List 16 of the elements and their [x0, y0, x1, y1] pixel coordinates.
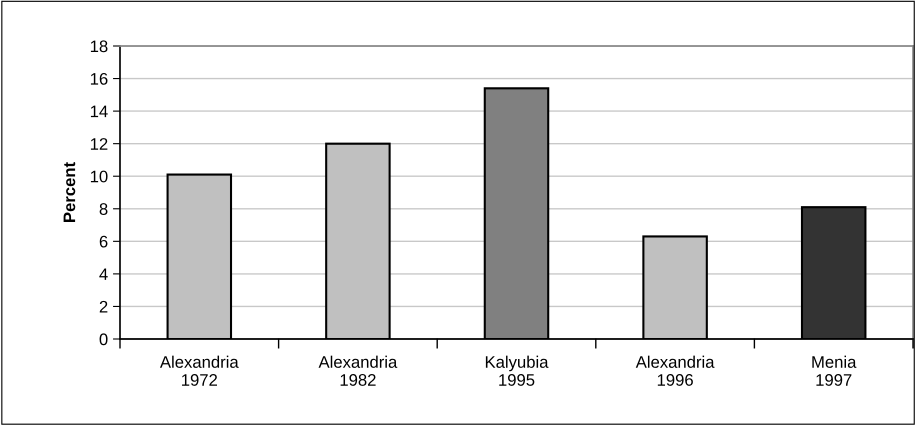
y-tick-label: 12 — [90, 138, 108, 150]
x-tick-label: Alexandria 1982 — [318, 356, 398, 386]
x-tick-label: Menia 1997 — [812, 356, 856, 386]
y-tick-label: 14 — [90, 106, 108, 118]
y-tick-label: 6 — [100, 236, 108, 248]
x-tick-label: Alexandria 1996 — [636, 356, 714, 386]
y-tick-label: 4 — [99, 268, 108, 280]
y-tick-label: 2 — [100, 300, 108, 312]
x-tick-label: Alexandria 1972 — [160, 356, 239, 386]
y-axis-title: Percent — [64, 162, 76, 222]
y-tick-label: 18 — [90, 40, 108, 52]
y-tick-label: 16 — [90, 72, 108, 85]
y-tick-label: 0 — [100, 333, 108, 346]
x-tick-label: Kalyubia 1995 — [486, 356, 548, 386]
y-tick-label: 10 — [90, 170, 108, 182]
y-tick-label: 8 — [100, 203, 108, 215]
